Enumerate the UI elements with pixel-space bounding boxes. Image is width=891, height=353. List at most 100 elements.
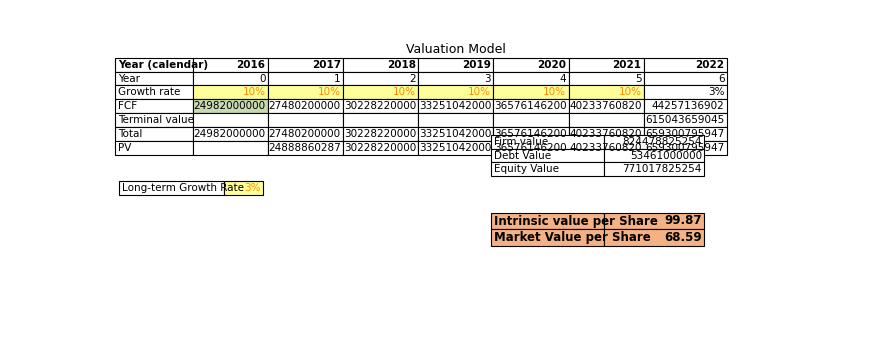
Bar	[644, 113, 727, 127]
Bar	[494, 58, 568, 72]
Text: 10%: 10%	[468, 88, 491, 97]
Text: Year: Year	[119, 73, 141, 84]
Text: Terminal value: Terminal value	[119, 115, 194, 125]
Text: 99.87: 99.87	[665, 215, 702, 227]
Bar	[268, 113, 343, 127]
Text: 36576146200: 36576146200	[494, 101, 567, 111]
Bar	[603, 162, 704, 176]
Text: Long-term Growth Rate: Long-term Growth Rate	[122, 183, 244, 193]
Bar	[418, 99, 494, 113]
Text: 10%: 10%	[393, 88, 416, 97]
Bar	[568, 141, 644, 155]
Bar	[568, 99, 644, 113]
Bar	[115, 58, 192, 72]
Bar	[418, 127, 494, 141]
Bar	[568, 113, 644, 127]
Text: 2017: 2017	[312, 60, 340, 70]
Bar	[418, 141, 494, 155]
Bar	[603, 149, 704, 162]
Bar	[192, 127, 268, 141]
Text: FCF: FCF	[119, 101, 137, 111]
Bar	[603, 229, 704, 246]
Bar	[119, 181, 224, 195]
Text: 27480200000: 27480200000	[269, 101, 340, 111]
Bar	[115, 85, 192, 99]
Bar	[343, 72, 418, 85]
Bar	[268, 85, 343, 99]
Text: 659300795947: 659300795947	[645, 143, 724, 153]
Text: Market Value per Share: Market Value per Share	[495, 232, 651, 244]
Bar	[491, 162, 603, 176]
Bar	[192, 58, 268, 72]
Text: 10%: 10%	[242, 88, 266, 97]
Bar	[644, 141, 727, 155]
Text: 2021: 2021	[612, 60, 642, 70]
Bar	[115, 72, 192, 85]
Text: Intrinsic value per Share: Intrinsic value per Share	[495, 215, 658, 227]
Bar	[644, 127, 727, 141]
Bar	[491, 135, 603, 149]
Text: 40233760820: 40233760820	[569, 143, 642, 153]
Bar	[343, 85, 418, 99]
Bar	[115, 141, 192, 155]
Text: 3%: 3%	[708, 88, 724, 97]
Text: 24982000000: 24982000000	[193, 129, 266, 139]
Text: 2022: 2022	[695, 60, 724, 70]
Text: 30228220000: 30228220000	[344, 143, 416, 153]
Bar	[491, 149, 603, 162]
Bar	[568, 58, 644, 72]
Text: Equity Value: Equity Value	[495, 164, 560, 174]
Text: 2: 2	[409, 73, 416, 84]
Bar	[343, 58, 418, 72]
Bar	[494, 113, 568, 127]
Text: 2019: 2019	[462, 60, 491, 70]
Text: Growth rate: Growth rate	[119, 88, 181, 97]
Bar	[268, 58, 343, 72]
Bar	[268, 141, 343, 155]
Text: 44257136902: 44257136902	[651, 101, 724, 111]
Text: 68.59: 68.59	[665, 232, 702, 244]
Text: 36576146200: 36576146200	[494, 129, 567, 139]
Bar	[491, 213, 603, 229]
Text: 3%: 3%	[243, 183, 260, 193]
Bar	[115, 127, 192, 141]
Text: 24982000000: 24982000000	[193, 101, 266, 111]
Text: PV: PV	[119, 143, 132, 153]
Bar	[418, 113, 494, 127]
Bar	[192, 85, 268, 99]
Text: 5: 5	[635, 73, 642, 84]
Bar	[603, 135, 704, 149]
Bar	[343, 99, 418, 113]
Bar	[192, 113, 268, 127]
Text: 1: 1	[334, 73, 340, 84]
Text: 0: 0	[259, 73, 266, 84]
Text: 30228220000: 30228220000	[344, 101, 416, 111]
Bar	[644, 72, 727, 85]
Bar	[343, 141, 418, 155]
Bar	[343, 113, 418, 127]
Bar	[644, 58, 727, 72]
Text: 3: 3	[485, 73, 491, 84]
Text: 771017825254: 771017825254	[623, 164, 702, 174]
Text: 10%: 10%	[544, 88, 567, 97]
Bar	[268, 127, 343, 141]
Text: 33251042000: 33251042000	[419, 101, 491, 111]
Bar	[418, 58, 494, 72]
Text: Year (calendar): Year (calendar)	[119, 60, 208, 70]
Bar	[644, 85, 727, 99]
Bar	[115, 99, 192, 113]
Text: Firm value: Firm value	[495, 137, 549, 147]
Text: 33251042000: 33251042000	[419, 143, 491, 153]
Bar	[494, 72, 568, 85]
Bar	[603, 213, 704, 229]
Text: 40233760820: 40233760820	[569, 101, 642, 111]
Bar	[568, 127, 644, 141]
Text: 824478825254: 824478825254	[623, 137, 702, 147]
Bar	[343, 127, 418, 141]
Bar	[644, 99, 727, 113]
Bar	[568, 85, 644, 99]
Text: 2018: 2018	[387, 60, 416, 70]
Text: 2016: 2016	[237, 60, 266, 70]
Text: 33251042000: 33251042000	[419, 129, 491, 139]
Text: 2020: 2020	[537, 60, 567, 70]
